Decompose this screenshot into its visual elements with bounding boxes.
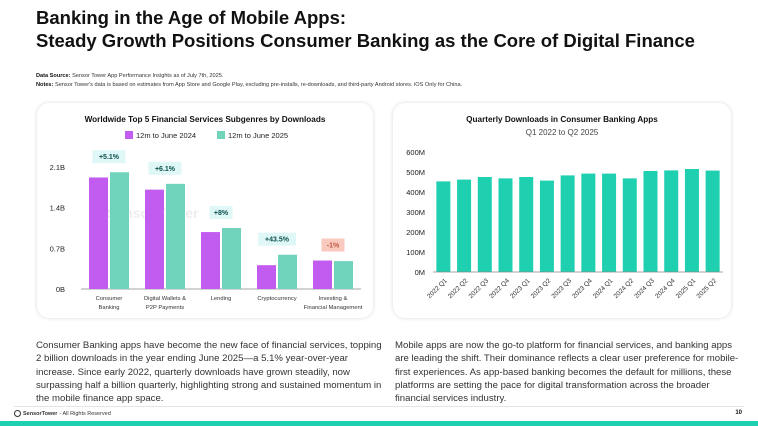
annotation-label: +43.5% [265, 237, 290, 244]
legend-label: 12m to June 2025 [228, 131, 288, 140]
annotation-badge [148, 161, 182, 175]
bar [110, 172, 129, 289]
chart-subtitle: Q1 2022 to Q2 2025 [526, 128, 599, 137]
legend-label: 12m to June 2024 [136, 131, 196, 140]
bar [519, 177, 534, 272]
y-tick-label: 400M [406, 188, 425, 197]
x-tick-label: 2025 Q2 [695, 277, 718, 300]
source-label: Data Source: [36, 73, 71, 79]
y-tick-label: 0.7B [50, 244, 65, 253]
summary-paragraph-right: Mobile apps are now the go-to platform f… [395, 340, 739, 405]
annotation-badge [92, 150, 126, 164]
bar [622, 178, 637, 272]
annotation-label: +8% [214, 210, 229, 217]
chart-title: Quarterly Downloads in Consumer Banking … [466, 115, 658, 124]
x-tick-label: 2023 Q4 [571, 277, 594, 300]
x-tick-label: Lending [211, 296, 232, 302]
bar [643, 171, 658, 272]
data-source: Data Source: Sensor Tower App Performanc… [36, 72, 462, 81]
bar [498, 178, 513, 272]
x-tick-label: Consumer [96, 296, 123, 302]
chart-card-quarterly: Quarterly Downloads in Consumer Banking … [393, 103, 731, 318]
annotation-label: -1% [327, 243, 340, 250]
y-tick-label: 500M [406, 168, 425, 177]
bar [436, 181, 451, 272]
x-tick-label: 2025 Q1 [675, 277, 698, 300]
title-line-1: Banking in the Age of Mobile Apps: [36, 7, 347, 28]
annotation-badge [209, 206, 233, 219]
footer: SensorTower - All Rights Reserved [14, 410, 111, 417]
bar [166, 183, 185, 289]
footer-divider [14, 406, 744, 407]
x-tick-label: 2023 Q1 [509, 277, 532, 300]
annotation-badge [321, 238, 345, 252]
bar [334, 261, 353, 289]
chart-card-subgenres: Sensor TowerWorldwide Top 5 Financial Se… [37, 103, 373, 318]
sensor-tower-logo-icon [14, 410, 21, 417]
x-tick-label: Digital Wallets & [144, 296, 186, 302]
x-tick-label: 2024 Q3 [633, 277, 656, 300]
source-text: Sensor Tower App Performance Insights as… [72, 73, 224, 79]
notes-line: Notes: Sensor Tower's data is based on e… [36, 81, 462, 90]
y-tick-label: 600M [406, 148, 425, 157]
x-tick-label: Cryptocurrency [257, 296, 296, 302]
annotation-label: +6.1% [155, 166, 176, 173]
bar [602, 173, 617, 272]
bar [145, 189, 164, 289]
notes-label: Notes: [36, 82, 54, 88]
legend-swatch [217, 131, 225, 139]
bar [313, 260, 332, 289]
y-tick-label: 200M [406, 228, 425, 237]
y-tick-label: 0B [56, 285, 65, 294]
x-tick-label: P2P Payments [146, 305, 184, 311]
chart-title: Worldwide Top 5 Financial Services Subge… [85, 115, 326, 124]
bar [705, 170, 720, 272]
y-tick-label: 1.4B [50, 204, 65, 213]
y-tick-label: 100M [406, 248, 425, 257]
x-tick-label: Investing & [319, 296, 348, 302]
y-tick-label: 2.1B [50, 163, 65, 172]
accent-bar [0, 421, 758, 426]
bar [477, 177, 492, 272]
bar [684, 169, 699, 272]
bar [457, 179, 472, 272]
notes: Data Source: Sensor Tower App Performanc… [36, 72, 462, 90]
bar [560, 175, 575, 272]
bar [257, 265, 276, 289]
notes-text: Sensor Tower's data is based on estimate… [54, 82, 463, 88]
bar [201, 232, 220, 289]
bar [222, 228, 241, 289]
bar [539, 180, 554, 272]
bar [278, 254, 297, 289]
quarterly-bar-chart: Quarterly Downloads in Consumer Banking … [406, 115, 723, 300]
annotation-badge [258, 232, 296, 246]
title-line-2: Steady Growth Positions Consumer Banking… [36, 30, 695, 51]
y-tick-label: 300M [406, 208, 425, 217]
bar [664, 170, 679, 272]
bar [89, 177, 108, 289]
x-tick-label: 2022 Q1 [426, 277, 449, 300]
page-number: 10 [735, 410, 742, 416]
y-tick-label: 0M [415, 268, 425, 277]
footer-text: - All Rights Reserved [59, 410, 111, 417]
annotation-label: +5.1% [99, 154, 120, 161]
legend-swatch [125, 131, 133, 139]
summary-paragraph-left: Consumer Banking apps have become the ne… [36, 340, 382, 405]
x-tick-label: 2024 Q2 [613, 277, 636, 300]
x-tick-label: 2023 Q2 [530, 277, 553, 300]
subgenres-bar-chart: Sensor TowerWorldwide Top 5 Financial Se… [50, 115, 363, 311]
x-tick-label: 2024 Q1 [592, 277, 615, 300]
page-title: Banking in the Age of Mobile Apps: Stead… [36, 6, 695, 52]
x-tick-label: 2023 Q3 [550, 277, 573, 300]
x-tick-label: 2022 Q4 [488, 277, 511, 300]
footer-brand: SensorTower [23, 410, 58, 417]
x-tick-label: Financial Management [304, 305, 363, 311]
bar [581, 173, 596, 272]
x-tick-label: 2022 Q3 [468, 277, 491, 300]
x-tick-label: 2024 Q4 [654, 277, 677, 300]
x-tick-label: Banking [99, 305, 120, 311]
x-tick-label: 2022 Q2 [447, 277, 470, 300]
